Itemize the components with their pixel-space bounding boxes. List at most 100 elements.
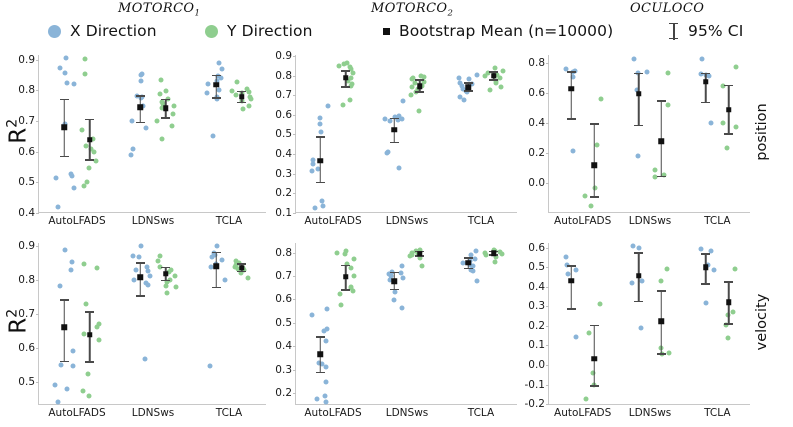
data-point-x-direction [55, 204, 61, 210]
y-tick-mark [292, 392, 296, 394]
data-point-y-direction [597, 301, 603, 307]
data-point-y-direction [88, 146, 94, 152]
data-point-x-direction [460, 260, 466, 266]
data-point-x-direction [635, 153, 641, 159]
y-axis-label-text: R [5, 127, 32, 144]
data-point-y-direction [583, 396, 589, 402]
y-tick-mark [35, 59, 39, 61]
data-point-x-direction [319, 361, 325, 367]
bootstrap-mean-marker [87, 332, 93, 338]
ci-cap-bottom [389, 288, 399, 291]
confidence-interval-x-direction [566, 265, 576, 310]
y-tick-mark [35, 213, 39, 214]
ci-cap-bottom [135, 121, 145, 124]
data-point-x-direction [219, 257, 225, 263]
data-point-y-direction [158, 77, 164, 83]
data-point-x-direction [129, 118, 135, 124]
data-point-x-direction [130, 146, 136, 152]
y-axis-label: R2 [5, 291, 32, 351]
data-point-y-direction [348, 75, 354, 81]
data-point-y-direction [652, 167, 658, 173]
legend-label: Bootstrap Mean (n=10000) [399, 22, 614, 40]
y-tick-label: 0.7 [18, 307, 35, 320]
column-title-oculoco: OCULOCO [630, 1, 704, 16]
plot-area: 0.2 0.3 0.4 0.5 0.6 0.7 0.8 AutoLFADS LDNSws TCLA [275, 243, 517, 419]
bootstrap-mean-marker [317, 351, 324, 358]
ci-cap-bottom [237, 270, 247, 273]
data-point-x-direction [708, 120, 714, 126]
y-tick-label: 0.3 [275, 363, 292, 376]
data-point-x-direction [629, 280, 635, 286]
column-title-text: MOTORCO [371, 1, 448, 16]
data-point-x-direction [698, 246, 704, 252]
data-point-x-direction [53, 175, 59, 181]
data-point-x-direction [64, 80, 70, 86]
data-point-y-direction [83, 301, 89, 307]
data-point-x-direction [644, 69, 650, 75]
data-point-x-direction [310, 157, 316, 163]
x-tick-label: TCLA [467, 407, 495, 419]
y-tick-label: 0.6 [528, 87, 545, 100]
ci-cap-bottom [566, 308, 576, 310]
ci-cap-top [161, 98, 171, 101]
x-tick-label: AutoLFADS [48, 407, 106, 419]
y-tick-label: 0.2 [528, 319, 545, 332]
data-point-x-direction [214, 78, 220, 84]
data-point-x-direction [138, 243, 144, 249]
ci-bar [570, 265, 572, 310]
ci-cap-top [415, 79, 425, 81]
data-point-y-direction [347, 97, 353, 103]
data-point-y-direction [173, 284, 179, 290]
ci-cap-top [656, 100, 666, 102]
bootstrap-mean-marker [87, 137, 93, 143]
ci-cap-bottom [341, 289, 351, 291]
data-point-x-direction [144, 264, 150, 270]
bootstrap-mean-marker [635, 272, 642, 279]
y-tick-label: 0.1 [275, 207, 292, 219]
plot-area: 0.4 0.5 0.6 0.7 0.8 0.9 AutoLFADS LDNSws TCLA [18, 54, 266, 227]
data-point-y-direction [417, 255, 423, 261]
data-point-x-direction [469, 81, 475, 87]
data-point-x-direction [57, 283, 63, 289]
data-point-y-direction [351, 256, 357, 262]
ci-bar [215, 251, 217, 289]
ci-cap-bottom [211, 97, 221, 99]
ci-cap-top [341, 70, 351, 72]
ci-cap-top [161, 266, 171, 269]
data-point-y-direction [229, 88, 235, 94]
data-point-x-direction [57, 65, 63, 71]
data-point-y-direction [164, 279, 170, 285]
data-point-y-direction [244, 86, 250, 92]
data-point-y-direction [500, 68, 506, 74]
data-point-x-direction [69, 259, 75, 265]
column-title-text: OCULOCO [630, 1, 705, 16]
data-point-x-direction [323, 364, 329, 370]
y-axis-label-exponent: 2 [4, 118, 21, 128]
data-point-x-direction [323, 338, 329, 344]
y-tick-mark [292, 299, 296, 301]
data-point-y-direction [586, 330, 592, 336]
data-point-y-direction [409, 84, 415, 90]
y-tick-label: 0.4 [18, 207, 35, 219]
data-point-x-direction [133, 267, 139, 273]
data-point-x-direction [474, 72, 480, 78]
ci-cap-top [389, 117, 399, 120]
bootstrap-mean-marker [61, 124, 67, 130]
data-point-y-direction [163, 88, 169, 94]
data-point-x-direction [388, 273, 394, 279]
data-point-y-direction [720, 83, 726, 89]
y-tick-label: 0.7 [18, 114, 35, 127]
bootstrap-mean-marker [703, 264, 709, 270]
data-point-y-direction [344, 261, 350, 267]
data-point-x-direction [325, 103, 331, 109]
ci-cap-bottom [161, 279, 171, 282]
y-tick-mark [35, 381, 39, 383]
x-tick-label: LDNSws [131, 215, 175, 227]
data-point-x-direction [563, 66, 569, 72]
bootstrap-mean-marker [568, 86, 574, 92]
bootstrap-mean-marker [317, 157, 324, 164]
ci-cap-top [634, 252, 644, 254]
y-tick-mark [545, 183, 549, 185]
data-point-y-direction [418, 73, 424, 79]
y-axis-label-exponent: 2 [4, 308, 21, 318]
